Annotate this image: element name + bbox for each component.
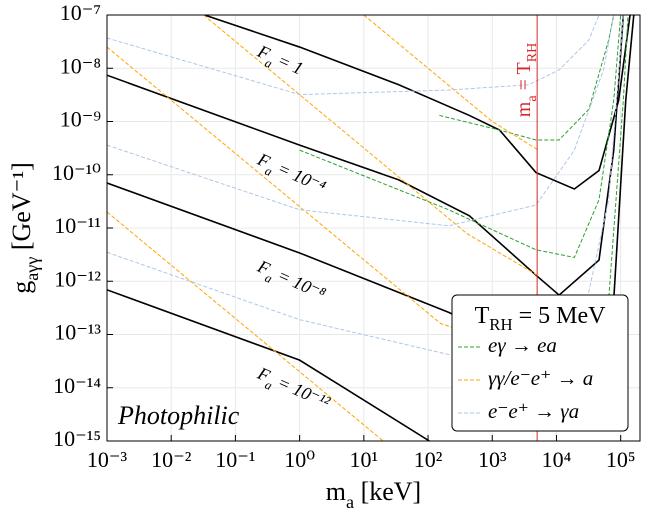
y-axis-label-part: g [7, 281, 36, 294]
y-axis-label-part: [GeV⁻¹] [7, 162, 36, 256]
x-axis-label-part: [keV] [354, 477, 421, 506]
legend-title-part: RH [489, 315, 512, 334]
reheating-label-part: RH [525, 43, 540, 62]
x-tick-label: 10⁻² [151, 447, 192, 472]
y-tick-label: 10⁻⁷ [60, 0, 101, 25]
y-tick-label: 10⁻¹⁵ [53, 426, 101, 451]
legend-title-part: T [475, 303, 490, 329]
x-tick-label: 10⁴ [542, 447, 572, 472]
y-tick-label: 10⁻¹³ [54, 320, 101, 345]
bound-curve [107, 289, 430, 441]
y-tick-label: 10⁻⁹ [60, 107, 102, 132]
y-tick-label: 10⁻¹¹ [54, 213, 101, 238]
x-tick-label: 10³ [478, 447, 507, 472]
legend-title: TRH = 5 MeV [475, 303, 607, 335]
dashed-curve [203, 15, 538, 276]
y-tick-label: 10⁻⁸ [60, 53, 101, 78]
curve-label-part: a [263, 270, 274, 285]
legend-label: eγ → ea [488, 333, 557, 357]
x-tick-label: 10⁵ [606, 447, 636, 472]
reheating-label: ma = TRH [513, 43, 540, 117]
x-tick-label: 10¹ [350, 447, 379, 472]
x-tick-label: 10⁰ [284, 447, 315, 472]
reheating-label-part: m [513, 101, 535, 117]
x-axis-label-part: m [326, 477, 346, 506]
legend-label: e⁻e⁺ → γa [488, 399, 579, 423]
x-tick-label: 10⁻¹ [215, 447, 255, 472]
annotation: Photophilic [117, 401, 240, 430]
legend-label: γγ/e⁻e⁺ → a [488, 366, 593, 390]
reheating-label-part: a [525, 95, 540, 102]
dashed-curve [299, 15, 622, 259]
reheating-label-part: = T [513, 62, 535, 95]
curve-label-part: a [263, 163, 274, 178]
curve-label-part: a [263, 377, 274, 392]
dashed-curve [107, 15, 615, 227]
x-tick-label: 10² [414, 447, 443, 472]
y-tick-label: 10⁻¹² [54, 266, 101, 291]
legend-box [451, 294, 629, 432]
y-axis-label-part: aγγ [22, 257, 42, 281]
dashed-curve [363, 15, 538, 150]
dashed-curve [107, 15, 600, 96]
curve-label-part: a [263, 55, 274, 70]
y-tick-label: 10⁻¹⁴ [53, 373, 101, 398]
x-tick-label: 10⁻³ [87, 447, 128, 472]
bound-curve [107, 15, 625, 297]
y-tick-label: 10⁻¹⁰ [52, 160, 101, 185]
x-axis-label-part: a [346, 492, 354, 512]
axes-frame [106, 14, 641, 442]
y-axis-label: gaγγ [GeV⁻¹] [7, 162, 42, 294]
x-axis-label: ma [keV] [326, 477, 421, 512]
legend-title-part: = 5 MeV [513, 303, 607, 329]
